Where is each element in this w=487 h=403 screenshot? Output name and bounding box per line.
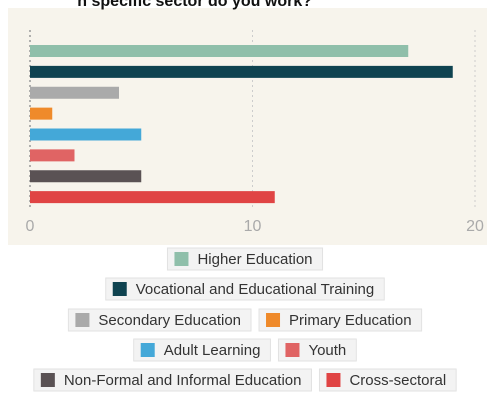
legend-label: Adult Learning — [164, 342, 261, 359]
legend-label: Secondary Education — [98, 312, 241, 329]
legend-label: Youth — [308, 342, 346, 359]
legend-box — [105, 277, 385, 301]
bar — [30, 107, 53, 120]
legend-label: Non-Formal and Informal Education — [64, 372, 302, 389]
legend-box — [318, 368, 457, 392]
legend-swatch — [174, 252, 189, 266]
bar — [30, 170, 142, 183]
legend-box — [33, 368, 312, 392]
legend-swatch — [40, 373, 55, 387]
plot-background — [8, 8, 487, 245]
legend-swatch — [140, 343, 155, 357]
legend-swatch — [75, 313, 90, 327]
bar — [30, 86, 119, 99]
legend-item: Non-Formal and Informal Education — [33, 368, 312, 392]
legend-swatch — [285, 343, 300, 357]
legend-label: Cross-sectoral — [349, 372, 446, 389]
x-tick-label: 0 — [26, 218, 35, 235]
legend-item: Secondary Education — [67, 308, 252, 332]
legend-label: Higher Education — [197, 251, 312, 268]
chart-title: n specific sector do you work? — [77, 0, 312, 10]
x-tick-label: 20 — [466, 218, 484, 235]
legend-swatch — [266, 313, 281, 327]
x-tick-label: 10 — [244, 218, 262, 235]
legend-box — [133, 338, 271, 362]
legend-item: Higher Education — [166, 247, 324, 271]
legend-swatch — [112, 282, 127, 296]
legend-item: Primary Education — [258, 308, 423, 332]
legend-box — [67, 308, 252, 332]
legend-box — [166, 247, 324, 271]
bar — [30, 65, 453, 78]
bar — [30, 45, 409, 57]
bar — [30, 128, 142, 141]
legend-swatch — [326, 373, 341, 387]
bar — [30, 191, 275, 204]
legend-label: Primary Education — [289, 312, 412, 329]
legend-item: Adult Learning — [133, 338, 271, 362]
legend-item: Vocational and Educational Training — [105, 277, 385, 301]
legend-label: Vocational and Educational Training — [136, 281, 375, 298]
legend-item: Cross-sectoral — [318, 368, 457, 392]
bar — [30, 149, 75, 162]
legend-box — [258, 308, 423, 332]
legend-item: Youth — [277, 338, 357, 362]
